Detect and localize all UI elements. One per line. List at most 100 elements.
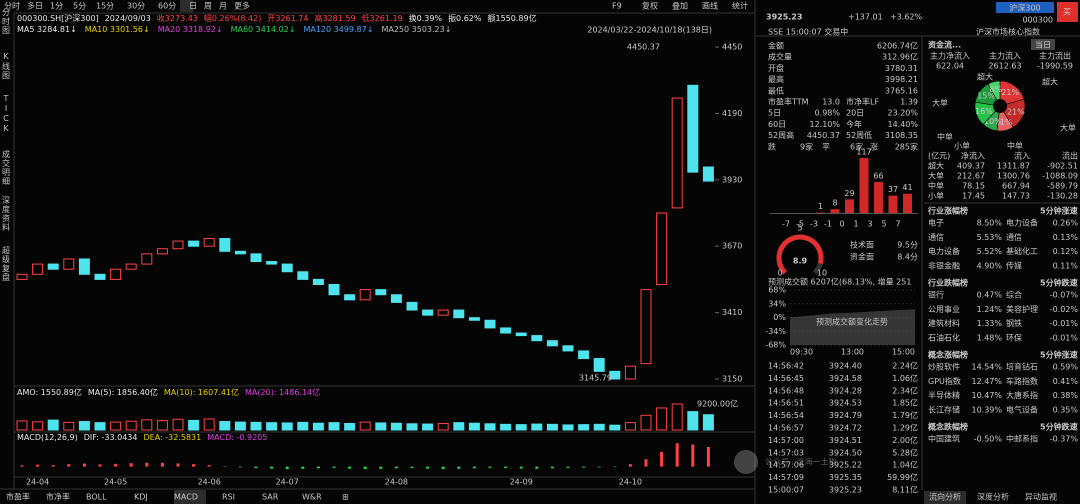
ma-item: MA20 3318.92↓ xyxy=(158,25,223,34)
tick-time: 14:56:42 xyxy=(768,362,804,371)
pie-hole xyxy=(993,99,1007,113)
dist-label: 8 xyxy=(832,199,837,208)
board-pct: 0.12% xyxy=(1053,247,1079,256)
volume-bar xyxy=(78,421,90,431)
status: SSE 15:00:07 交易中 xyxy=(768,27,848,37)
stat-value: 4450.37 xyxy=(807,131,840,140)
period-tab[interactable]: 30分 xyxy=(127,2,145,11)
indicator-tab[interactable]: 市盈率 xyxy=(6,492,30,502)
volume-bar xyxy=(156,420,168,431)
quote-item: 幅0.26%(8.42) xyxy=(204,13,261,23)
candle xyxy=(281,263,293,273)
board-name: 大唐系指 xyxy=(1006,390,1038,400)
macd-bar xyxy=(379,466,383,469)
stat-value: 285家 xyxy=(895,141,918,151)
panel-tab[interactable]: 深度分析 xyxy=(977,492,1009,502)
high-label: 4450.37 xyxy=(627,43,660,52)
indicator-tab[interactable]: KDJ xyxy=(134,493,148,502)
table-cell: 中单 xyxy=(928,181,944,191)
pie-label: 11% xyxy=(995,118,1013,127)
period-tab[interactable]: 60分 xyxy=(158,2,176,11)
board-pct: 0.35% xyxy=(1053,405,1079,414)
quote-item: 2024/09/03 xyxy=(105,14,151,23)
board-title: 5分钟涨速 xyxy=(1040,206,1078,216)
candle xyxy=(250,253,262,263)
pie-outer-label: 超大 xyxy=(977,72,993,82)
side-tab[interactable]: 分时图 xyxy=(2,8,11,35)
board-pct: 4.90% xyxy=(977,261,1003,270)
period-tab[interactable]: 周 xyxy=(204,2,212,11)
tick-price: 3925.23 xyxy=(829,486,862,495)
tick-amount: 2.00亿 xyxy=(892,435,918,445)
indicator-tab[interactable]: BOLL xyxy=(86,493,107,502)
indicator-tab[interactable]: SAR xyxy=(262,493,279,502)
x-tick-label: 24-09 xyxy=(510,478,533,487)
period-tab[interactable]: 月 xyxy=(219,2,227,11)
pie-outer-label: 大单 xyxy=(932,98,948,108)
macd-bar xyxy=(441,466,445,470)
stat-label: 开盘 xyxy=(768,63,784,73)
macd-bar xyxy=(457,466,461,469)
side-tab[interactable]: K线图 xyxy=(2,52,11,80)
period-tab[interactable]: 15分 xyxy=(96,2,114,11)
panel-tab[interactable]: 流向分析 xyxy=(929,492,961,502)
period-tab[interactable]: 日 xyxy=(189,2,197,11)
tool-button[interactable]: 统计 xyxy=(732,1,748,11)
macd-bar xyxy=(316,466,320,469)
period-tab[interactable]: 1分 xyxy=(50,2,63,11)
indicator-tab[interactable]: 市净率 xyxy=(46,492,70,502)
side-tab[interactable]: TICK xyxy=(2,94,11,134)
tick-price: 3924.72 xyxy=(829,424,862,433)
candle xyxy=(406,301,418,311)
panel-tab[interactable]: 异动监视 xyxy=(1025,492,1057,502)
macd-bar xyxy=(98,464,102,467)
board-pct: 1.48% xyxy=(977,333,1003,342)
candle xyxy=(156,248,168,255)
volume-bar xyxy=(546,423,558,431)
y-tick-label: 3410 xyxy=(722,308,742,317)
side-tab[interactable]: 成交明细 xyxy=(2,149,11,186)
stat-value: 312.96亿 xyxy=(882,52,918,62)
tool-button[interactable]: 复权 xyxy=(642,1,658,11)
period-tab[interactable]: 分时 xyxy=(4,1,20,11)
flow-value: 622.04 xyxy=(936,62,964,71)
stat-value: 3765.16 xyxy=(885,86,918,95)
stat-value: 6家 xyxy=(850,141,863,151)
side-tab[interactable]: 深度资料 xyxy=(2,196,11,232)
stat-label: 今年 xyxy=(846,119,862,129)
volume-bar xyxy=(281,422,293,431)
board-name: 环保 xyxy=(1006,332,1022,342)
indicator-tab[interactable]: W&R xyxy=(302,493,322,502)
stat-label: 60日 xyxy=(768,120,786,129)
period-tab[interactable]: 5分 xyxy=(73,2,86,11)
stat-value: 9家 xyxy=(800,141,813,151)
watermark-icon xyxy=(734,450,758,474)
tool-button[interactable]: 叠加 xyxy=(672,1,688,11)
tick-price: 3924.40 xyxy=(829,362,862,371)
volume-bar xyxy=(375,422,387,431)
candle xyxy=(531,335,543,342)
tool-button[interactable]: F9 xyxy=(612,2,622,11)
period-label[interactable]: 当日 xyxy=(1035,40,1051,50)
y-tick-label: 9200.00亿 xyxy=(697,399,738,409)
indicator-tab[interactable]: MACD xyxy=(174,493,198,502)
candle xyxy=(94,273,106,280)
period-tab[interactable]: 更多 xyxy=(234,1,250,11)
buy-label[interactable]: 买 xyxy=(1063,8,1071,17)
board-name: 炒股软件 xyxy=(928,362,960,372)
dist-label: 29 xyxy=(844,189,854,198)
period-tab[interactable]: 多日 xyxy=(27,1,43,11)
tool-button[interactable]: 画线 xyxy=(702,1,718,11)
period-button[interactable] xyxy=(1031,39,1055,50)
board-title: 行业跌幅榜 xyxy=(927,278,968,288)
indicator-tab[interactable]: RSI xyxy=(222,493,235,502)
score-value: 9.5分 xyxy=(897,241,918,250)
board-pct: 8.50% xyxy=(977,219,1003,228)
table-cell: 78.15 xyxy=(962,182,985,191)
stat-label: 市净率LF xyxy=(846,97,879,107)
indicator-tab[interactable]: ⊞ xyxy=(342,493,349,502)
volume-bar xyxy=(359,421,371,431)
tick-price: 3924.53 xyxy=(829,399,862,408)
buy-button[interactable] xyxy=(1057,2,1078,22)
side-tab[interactable]: 超级复盘 xyxy=(2,245,11,282)
